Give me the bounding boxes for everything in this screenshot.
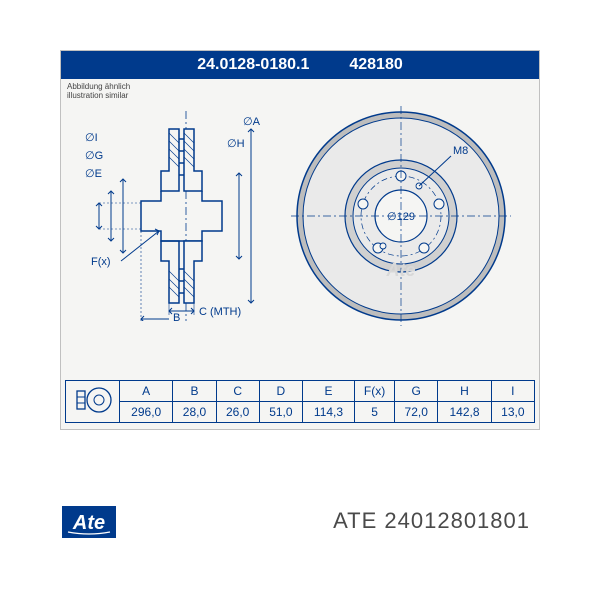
val-I: 13,0 (491, 402, 534, 423)
note-line-2: illustration similar (67, 92, 130, 101)
dim-label-B: B (173, 312, 180, 321)
technical-drawing-card: 24.0128-0180.1 428180 Abbildung ähnlich … (60, 50, 540, 430)
col-I: I (491, 381, 534, 402)
dim-label-D: D (143, 320, 151, 321)
val-A: 296,0 (120, 402, 173, 423)
disc-icon-cell (66, 381, 120, 423)
part-number-short: 428180 (349, 56, 402, 74)
svg-text:Ate: Ate (72, 512, 105, 534)
dim-label-F: F(x) (91, 256, 111, 268)
col-D: D (259, 381, 302, 402)
col-H: H (438, 381, 491, 402)
val-F: 5 (355, 402, 395, 423)
footer-code: 24012801801 (384, 508, 530, 533)
dim-label-I: ∅I (85, 132, 98, 144)
col-B: B (173, 381, 216, 402)
cross-section-view: ∅I ∅G ∅E ∅H ∅A F(x) B (81, 111, 261, 321)
part-number-dotted: 24.0128-0180.1 (197, 56, 309, 74)
val-B: 28,0 (173, 402, 216, 423)
dim-label-C: C (MTH) (199, 306, 241, 318)
bolt-thread-label: M8 (453, 145, 468, 157)
col-A: A (120, 381, 173, 402)
col-G: G (395, 381, 438, 402)
ate-watermark: Ate (385, 260, 415, 280)
dim-label-E: ∅E (85, 168, 102, 180)
ate-logo-icon: Ate (62, 506, 116, 538)
header-bar: 24.0128-0180.1 428180 (61, 51, 539, 79)
table-header-row: A B C D E F(x) G H I (66, 381, 535, 402)
diagram-area: ∅I ∅G ∅E ∅H ∅A F(x) B (61, 101, 539, 341)
disc-mini-icon (71, 387, 115, 413)
val-H: 142,8 (438, 402, 491, 423)
col-E: E (302, 381, 354, 402)
center-bore-label: ∅129 (387, 211, 415, 223)
disc-front-view: M8 ∅129 Ate (291, 106, 511, 326)
illustration-similar-note: Abbildung ähnlich illustration similar (67, 83, 130, 101)
val-C: 26,0 (216, 402, 259, 423)
val-G: 72,0 (395, 402, 438, 423)
table-value-row: 296,0 28,0 26,0 51,0 114,3 5 72,0 142,8 … (66, 402, 535, 423)
dim-label-G: ∅G (85, 150, 103, 162)
col-C: C (216, 381, 259, 402)
dim-label-H: ∅H (227, 138, 245, 150)
dim-label-A: ∅A (243, 116, 261, 128)
spec-table: A B C D E F(x) G H I 296,0 28,0 26,0 51,… (65, 380, 535, 423)
val-D: 51,0 (259, 402, 302, 423)
val-E: 114,3 (302, 402, 354, 423)
footer-brand: ATE (333, 508, 377, 533)
col-F: F(x) (355, 381, 395, 402)
footer-part-code: ATE 24012801801 (333, 508, 530, 534)
